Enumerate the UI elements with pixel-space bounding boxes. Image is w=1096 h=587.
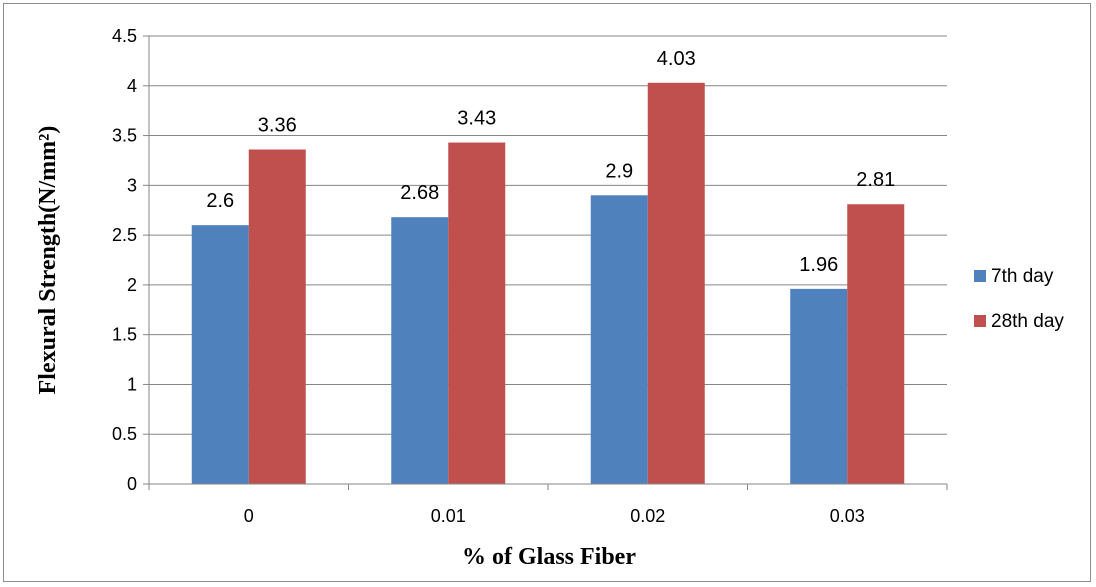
bar-series-2	[647, 82, 705, 485]
y-tick-label: 3.5	[112, 126, 137, 146]
y-tick-label: 3	[127, 175, 137, 195]
data-label: 2.9	[605, 160, 633, 182]
bar-series-2	[847, 204, 905, 484]
x-axis-title: % of Glass Fiber	[462, 544, 636, 570]
y-tick-label: 0	[127, 474, 137, 494]
axes: 0 0.5 1 1.5 2 2.5 3 3.5 4 4.5 0 0.01 0.02 0.03	[112, 26, 948, 526]
bars	[191, 82, 905, 485]
y-axis-title: Flexural Strength(N/mm²)	[35, 126, 61, 395]
y-tick-label: 4	[127, 76, 137, 96]
x-tick-label: 0	[244, 506, 254, 526]
x-tick-label: 0.03	[830, 506, 865, 526]
data-label: 2.6	[206, 190, 234, 212]
chart-frame	[3, 3, 1091, 582]
bar-series-2	[248, 149, 306, 484]
data-label: 1.96	[799, 254, 838, 276]
bar-series-1	[391, 217, 449, 485]
data-labels: 2.6 3.36 2.68 3.43 2.9 4.03 1.96 2.81	[206, 48, 895, 276]
data-label: 4.03	[657, 48, 696, 70]
y-tick-label: 1.5	[112, 325, 137, 345]
legend-label: 7th day	[991, 266, 1054, 287]
legend-swatch	[974, 315, 986, 327]
legend: 7th day 28th day	[974, 266, 1064, 332]
y-tick-label: 1	[127, 374, 137, 394]
x-tick-label: 0.01	[431, 506, 466, 526]
bar-series-1	[790, 288, 848, 484]
x-tick-label: 0.02	[630, 506, 665, 526]
bar-series-1	[191, 225, 249, 484]
data-label: 3.36	[258, 114, 297, 136]
data-label: 2.68	[400, 182, 439, 204]
y-tick-label: 0.5	[112, 424, 137, 444]
y-tick-label: 2	[127, 275, 137, 295]
bar-series-2	[448, 142, 506, 484]
data-label: 2.81	[856, 169, 895, 191]
data-label: 3.43	[457, 108, 496, 130]
bar-series-1	[590, 195, 648, 485]
y-tick-label: 2.5	[112, 225, 137, 245]
y-tick-label: 4.5	[112, 26, 137, 46]
legend-label: 28th day	[991, 311, 1064, 332]
legend-swatch	[974, 270, 986, 282]
